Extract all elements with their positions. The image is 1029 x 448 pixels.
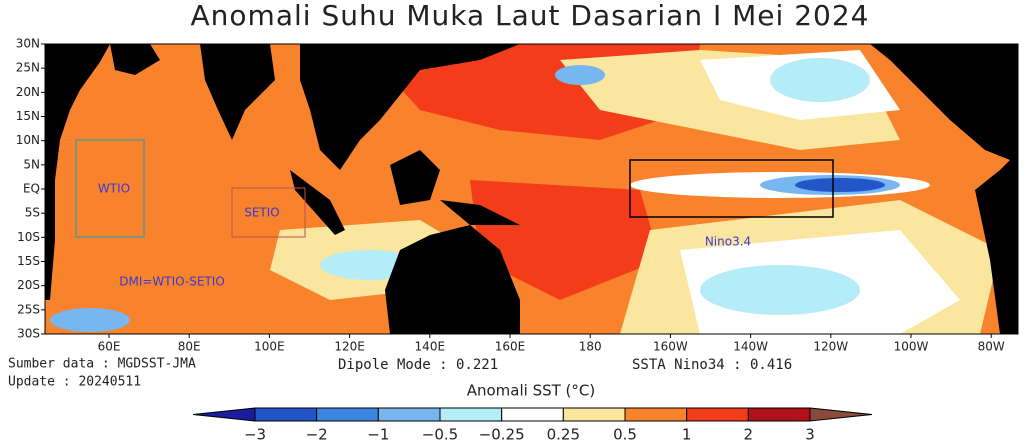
colorbar-label: −1	[367, 426, 389, 444]
dipole-mode: Dipole Mode : 0.221	[338, 357, 498, 373]
lat-label: 25N	[16, 61, 40, 75]
map: WTIO SETIO Nino3.4 DMI=WTIO-SETIO	[44, 43, 1019, 335]
lon-label: 80W	[978, 340, 1005, 354]
colorbar-label: 2	[744, 426, 754, 444]
colorbar-segment	[439, 407, 503, 422]
lat-label: 25S	[17, 302, 40, 316]
lon-label: 100E	[254, 340, 285, 354]
lat-label: 30S	[17, 327, 40, 341]
cool-anomaly	[50, 308, 130, 332]
cool-anomaly	[770, 58, 870, 102]
lon-label: 100W	[894, 340, 929, 354]
colorbar-segment	[686, 407, 749, 422]
lat-label: 15N	[16, 109, 40, 123]
source: Sumber data : MGDSST-JMA	[8, 357, 196, 372]
region-label: DMI=WTIO-SETIO	[119, 275, 225, 289]
land	[45, 44, 1018, 334]
colorbar-segment	[377, 407, 441, 422]
lon-label: 160E	[495, 340, 526, 354]
colorbar-segment	[624, 407, 688, 422]
setio-box	[231, 187, 306, 238]
lat-label: 10N	[16, 133, 40, 147]
lat-label: 20S	[17, 278, 40, 292]
lat-label: 30N	[16, 37, 40, 51]
nino34-box	[629, 159, 834, 218]
region-label: SETIO	[244, 206, 280, 220]
colorbar-label: −0.5	[422, 426, 458, 444]
wtio-box	[75, 139, 145, 238]
colorbar-segment	[747, 407, 811, 422]
lat-label: 5N	[23, 157, 40, 171]
colorbar-end	[809, 407, 873, 422]
lat-label: 20N	[16, 85, 40, 99]
lat-label: EQ	[23, 182, 40, 196]
lon-label: 180	[579, 340, 602, 354]
ssta-nino34: SSTA Nino34 : 0.416	[632, 357, 792, 373]
lon-label: 140E	[415, 340, 446, 354]
lon-label: 140W	[733, 340, 768, 354]
title: Anomali Suhu Muka Laut Dasarian I Mei 20…	[191, 0, 870, 32]
colorbar-segment	[501, 407, 564, 422]
colorbar-label: 0.5	[613, 426, 637, 444]
colorbar-label: −3	[244, 426, 266, 444]
colorbar-title: Anomali SST (°C)	[467, 382, 596, 400]
colorbar-segment	[562, 407, 626, 422]
cold-anomaly	[795, 178, 885, 192]
region-label: WTIO	[98, 182, 130, 196]
cool-anomaly	[700, 265, 860, 315]
lon-label: 80E	[178, 340, 201, 354]
lon-label: 120W	[813, 340, 848, 354]
lat-label: 5S	[25, 206, 40, 220]
lat-label: 15S	[17, 254, 40, 268]
colorbar-segment	[254, 407, 318, 422]
colorbar-label: 0.25	[547, 426, 580, 444]
colorbar-label: −2	[306, 426, 328, 444]
colorbar-segment	[316, 407, 379, 422]
lon-label: 120E	[334, 340, 365, 354]
update: Update : 20240511	[8, 375, 141, 390]
colorbar-label: 3	[805, 426, 815, 444]
lon-label: 160W	[653, 340, 688, 354]
warm-anomaly	[470, 180, 660, 300]
colorbar-label: −0.25	[479, 426, 525, 444]
cool-anomaly	[555, 65, 605, 85]
colorbar-end	[192, 407, 256, 422]
colorbar-label: 1	[682, 426, 692, 444]
region-label: Nino3.4	[705, 235, 751, 249]
lat-label: 10S	[17, 230, 40, 244]
lon-label: 60E	[98, 340, 121, 354]
